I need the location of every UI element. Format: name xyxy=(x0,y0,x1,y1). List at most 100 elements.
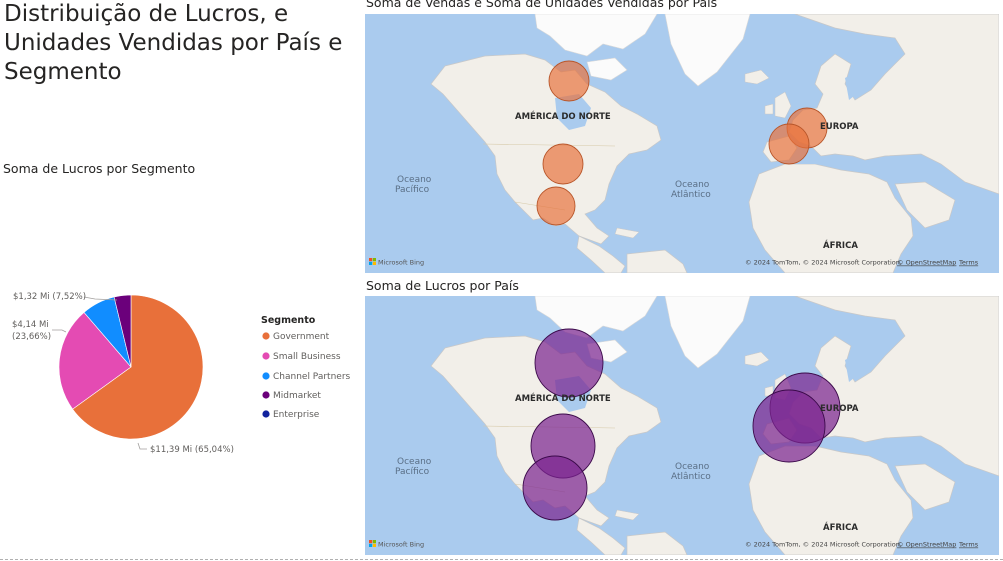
legend-label: Midmarket xyxy=(273,391,321,401)
south-america-landmass xyxy=(626,531,688,555)
map1-map-canvas[interactable]: AMÉRICA DO NORTE EUROPA ÁFRICA Oceano Pa… xyxy=(365,14,999,273)
label-pacific-line2: Pacífico xyxy=(395,467,430,477)
legend-swatch xyxy=(262,391,270,399)
pie-slice-midmarket[interactable] xyxy=(113,294,132,368)
arabia-landmass xyxy=(894,463,956,511)
leader-line-channel-partners xyxy=(83,296,118,301)
osm-link[interactable]: © OpenStreetMap xyxy=(897,259,956,267)
ms-logo-square xyxy=(369,261,373,265)
ms-logo-square xyxy=(372,258,376,262)
legend-item-small-business[interactable]: Small Business xyxy=(262,352,341,362)
legend-swatch xyxy=(262,410,270,418)
mediterranean-sea xyxy=(791,156,869,172)
ms-logo-square xyxy=(369,540,373,544)
baffin-island xyxy=(586,57,628,81)
legend-swatch xyxy=(262,332,270,340)
map-attribution: © 2024 TomTom, © 2024 Microsoft Corporat… xyxy=(745,259,979,267)
arctic-islands xyxy=(534,296,658,339)
bubble-france[interactable] xyxy=(752,389,826,463)
us-canada-border xyxy=(482,143,616,147)
label-atlantic-line2: Atlântico xyxy=(671,190,711,200)
attribution-text: © 2024 TomTom, © 2024 Microsoft Corporat… xyxy=(745,541,902,549)
page-title: Distribuição de Lucros, e Unidades Vendi… xyxy=(4,1,343,85)
legend-item-midmarket[interactable]: Midmarket xyxy=(262,391,321,401)
osm-link[interactable]: © OpenStreetMap xyxy=(897,541,956,549)
north-america-landmass xyxy=(430,53,662,245)
bing-logo: Microsoft Bing xyxy=(369,258,424,267)
baltic-sea xyxy=(845,72,859,100)
ms-logo-square xyxy=(372,540,376,544)
central-america-landmass xyxy=(576,235,626,273)
legend-label: Government xyxy=(273,332,330,342)
label-pacific-line1: Oceano xyxy=(397,175,432,185)
bubble-united-states[interactable] xyxy=(542,143,584,185)
africa-landmass xyxy=(748,163,914,273)
legend-title: Segmento xyxy=(261,315,316,326)
terms-link[interactable]: Terms xyxy=(958,259,979,267)
pie-slice-small-business[interactable] xyxy=(58,311,132,410)
legend-item-government[interactable]: Government xyxy=(262,332,330,342)
baltic-sea xyxy=(845,354,859,382)
iceland xyxy=(744,69,770,85)
south-america-landmass xyxy=(626,249,688,273)
map1-title: Soma de Vendas e Soma de Unidades Vendid… xyxy=(366,0,718,10)
profit-map[interactable]: AMÉRICA DO NORTE EUROPA ÁFRICA Oceano Pa… xyxy=(365,296,999,555)
hudson-bay xyxy=(555,94,591,130)
label-north-america: AMÉRICA DO NORTE xyxy=(515,392,611,404)
bubble-canada[interactable] xyxy=(548,60,590,102)
bubble-france[interactable] xyxy=(768,123,810,165)
map1-bubbles[interactable] xyxy=(536,60,828,226)
label-atlantic-line1: Oceano xyxy=(675,462,710,472)
pie-chart-title: Soma de Lucros por Segmento xyxy=(3,161,196,176)
cuba xyxy=(614,509,640,521)
label-europe: EUROPA xyxy=(820,404,859,414)
label-europe: EUROPA xyxy=(820,122,859,132)
arctic-islands xyxy=(534,14,658,57)
central-america-landmass xyxy=(576,517,626,555)
legend-swatch xyxy=(262,372,270,380)
ms-logo-square xyxy=(372,543,376,547)
legend-label: Enterprise xyxy=(273,410,320,420)
legend-label: Small Business xyxy=(273,352,341,362)
bing-label: Microsoft Bing xyxy=(378,259,424,267)
greenland-landmass xyxy=(664,296,751,369)
data-label-channel-partners: $1,32 Mi (7,52%) xyxy=(13,292,86,302)
legend-item-enterprise[interactable]: Enterprise xyxy=(262,410,320,420)
bubble-canada[interactable] xyxy=(534,328,604,398)
map2-map-canvas[interactable]: AMÉRICA DO NORTE EUROPA ÁFRICA Oceano Pa… xyxy=(365,296,999,555)
data-label-government: $11,39 Mi (65,04%) xyxy=(150,445,234,455)
ms-logo-square xyxy=(372,261,376,265)
pie-chart[interactable]: $1,32 Mi (7,52%) $4,14 Mi (23,66%) $11,3… xyxy=(0,280,360,470)
data-label-small-business-percent: (23,66%) xyxy=(12,332,51,342)
cuba xyxy=(614,227,640,239)
label-atlantic-line2: Atlântico xyxy=(671,472,711,482)
sales-units-map[interactable]: AMÉRICA DO NORTE EUROPA ÁFRICA Oceano Pa… xyxy=(365,14,999,273)
label-north-america: AMÉRICA DO NORTE xyxy=(515,110,611,122)
pie-slice-government[interactable] xyxy=(72,294,204,440)
ms-logo-square xyxy=(369,543,373,547)
arabia-landmass xyxy=(894,181,956,229)
ireland xyxy=(764,103,774,115)
bubble-mexico[interactable] xyxy=(536,186,576,226)
label-pacific-line2: Pacífico xyxy=(395,185,430,195)
label-africa: ÁFRICA xyxy=(823,521,858,533)
map2-bubbles[interactable] xyxy=(522,328,841,521)
label-pacific-line1: Oceano xyxy=(397,457,432,467)
iceland xyxy=(744,351,770,367)
label-atlantic-line1: Oceano xyxy=(675,180,710,190)
ms-logo-square xyxy=(369,258,373,262)
data-label-small-business-value: $4,14 Mi xyxy=(12,320,49,330)
pie-slices[interactable] xyxy=(58,294,204,440)
africa-landmass xyxy=(748,445,914,555)
map-attribution: © 2024 TomTom, © 2024 Microsoft Corporat… xyxy=(745,541,979,549)
label-africa: ÁFRICA xyxy=(823,239,858,251)
great-britain xyxy=(774,91,792,119)
leader-line-government xyxy=(137,442,147,450)
leader-line-small-business xyxy=(52,329,67,333)
legend-label: Channel Partners xyxy=(273,372,351,382)
page-bottom-border xyxy=(0,559,1003,560)
legend-item-channel-partners[interactable]: Channel Partners xyxy=(262,372,351,382)
bubble-mexico[interactable] xyxy=(522,455,588,521)
bing-logo: Microsoft Bing xyxy=(369,540,424,549)
terms-link[interactable]: Terms xyxy=(958,541,979,549)
